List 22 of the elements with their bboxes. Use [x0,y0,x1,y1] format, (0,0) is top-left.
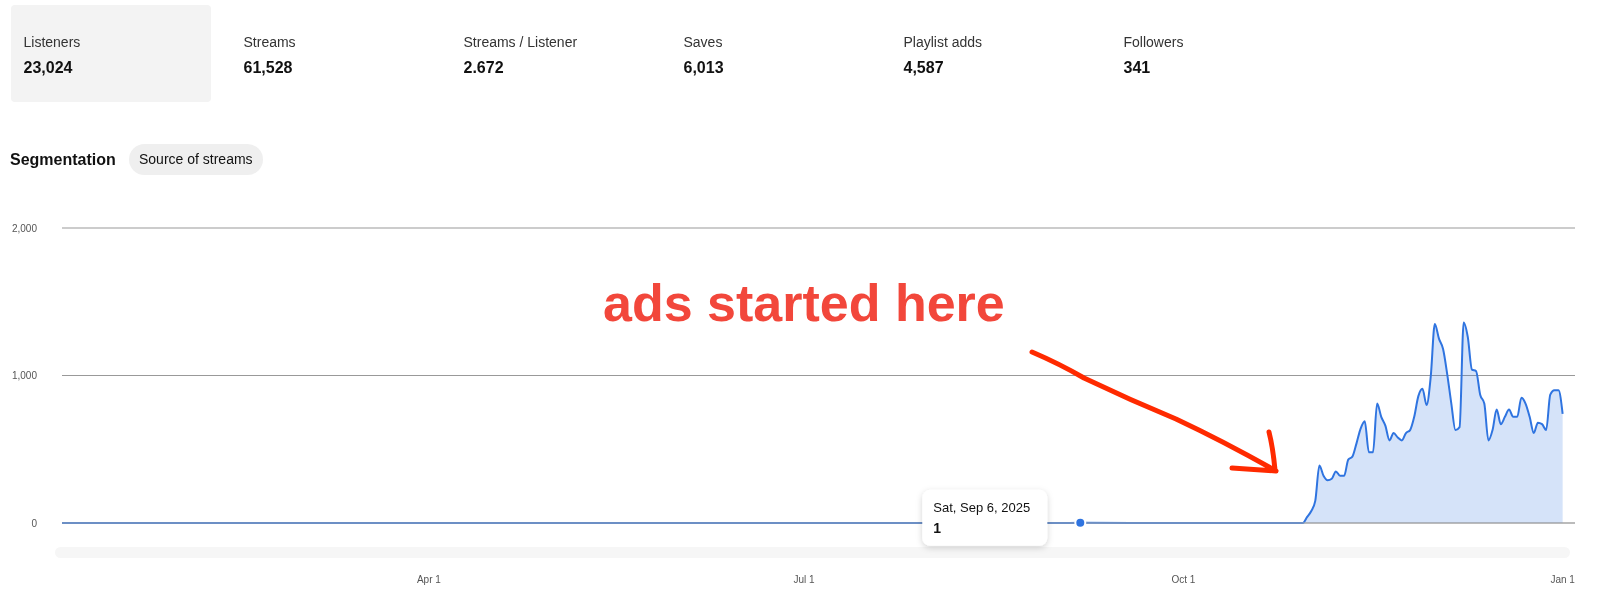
text: 61,528 [243,58,293,77]
text: 23,024 [23,58,73,77]
text: 2.672 [463,58,504,77]
x-tick-label: Oct 1 [1171,574,1196,586]
text: Listeners [23,34,81,50]
text: Streams / Listener [463,34,578,50]
chart-title: Segmentation [10,149,116,170]
y-tick-label: 1,000 [11,370,38,382]
text: 4,587 [903,58,944,77]
text: Playlist adds [903,34,983,50]
x-tick-label: Jul 1 [793,574,816,586]
text: 341 [1123,58,1151,77]
y-tick-label: 2,000 [11,222,38,234]
text: Streams [243,34,296,50]
x-tick-label: Apr 1 [416,574,442,586]
text: 6,013 [683,58,724,77]
y-tick-label: 0 [31,517,38,529]
text: Followers [1123,34,1184,50]
chart-subtitle: Source of streams [129,144,263,175]
x-tick-label: Jan 1 [1550,574,1576,586]
text: Saves [683,34,723,50]
annotation: ads started here [603,274,1005,332]
